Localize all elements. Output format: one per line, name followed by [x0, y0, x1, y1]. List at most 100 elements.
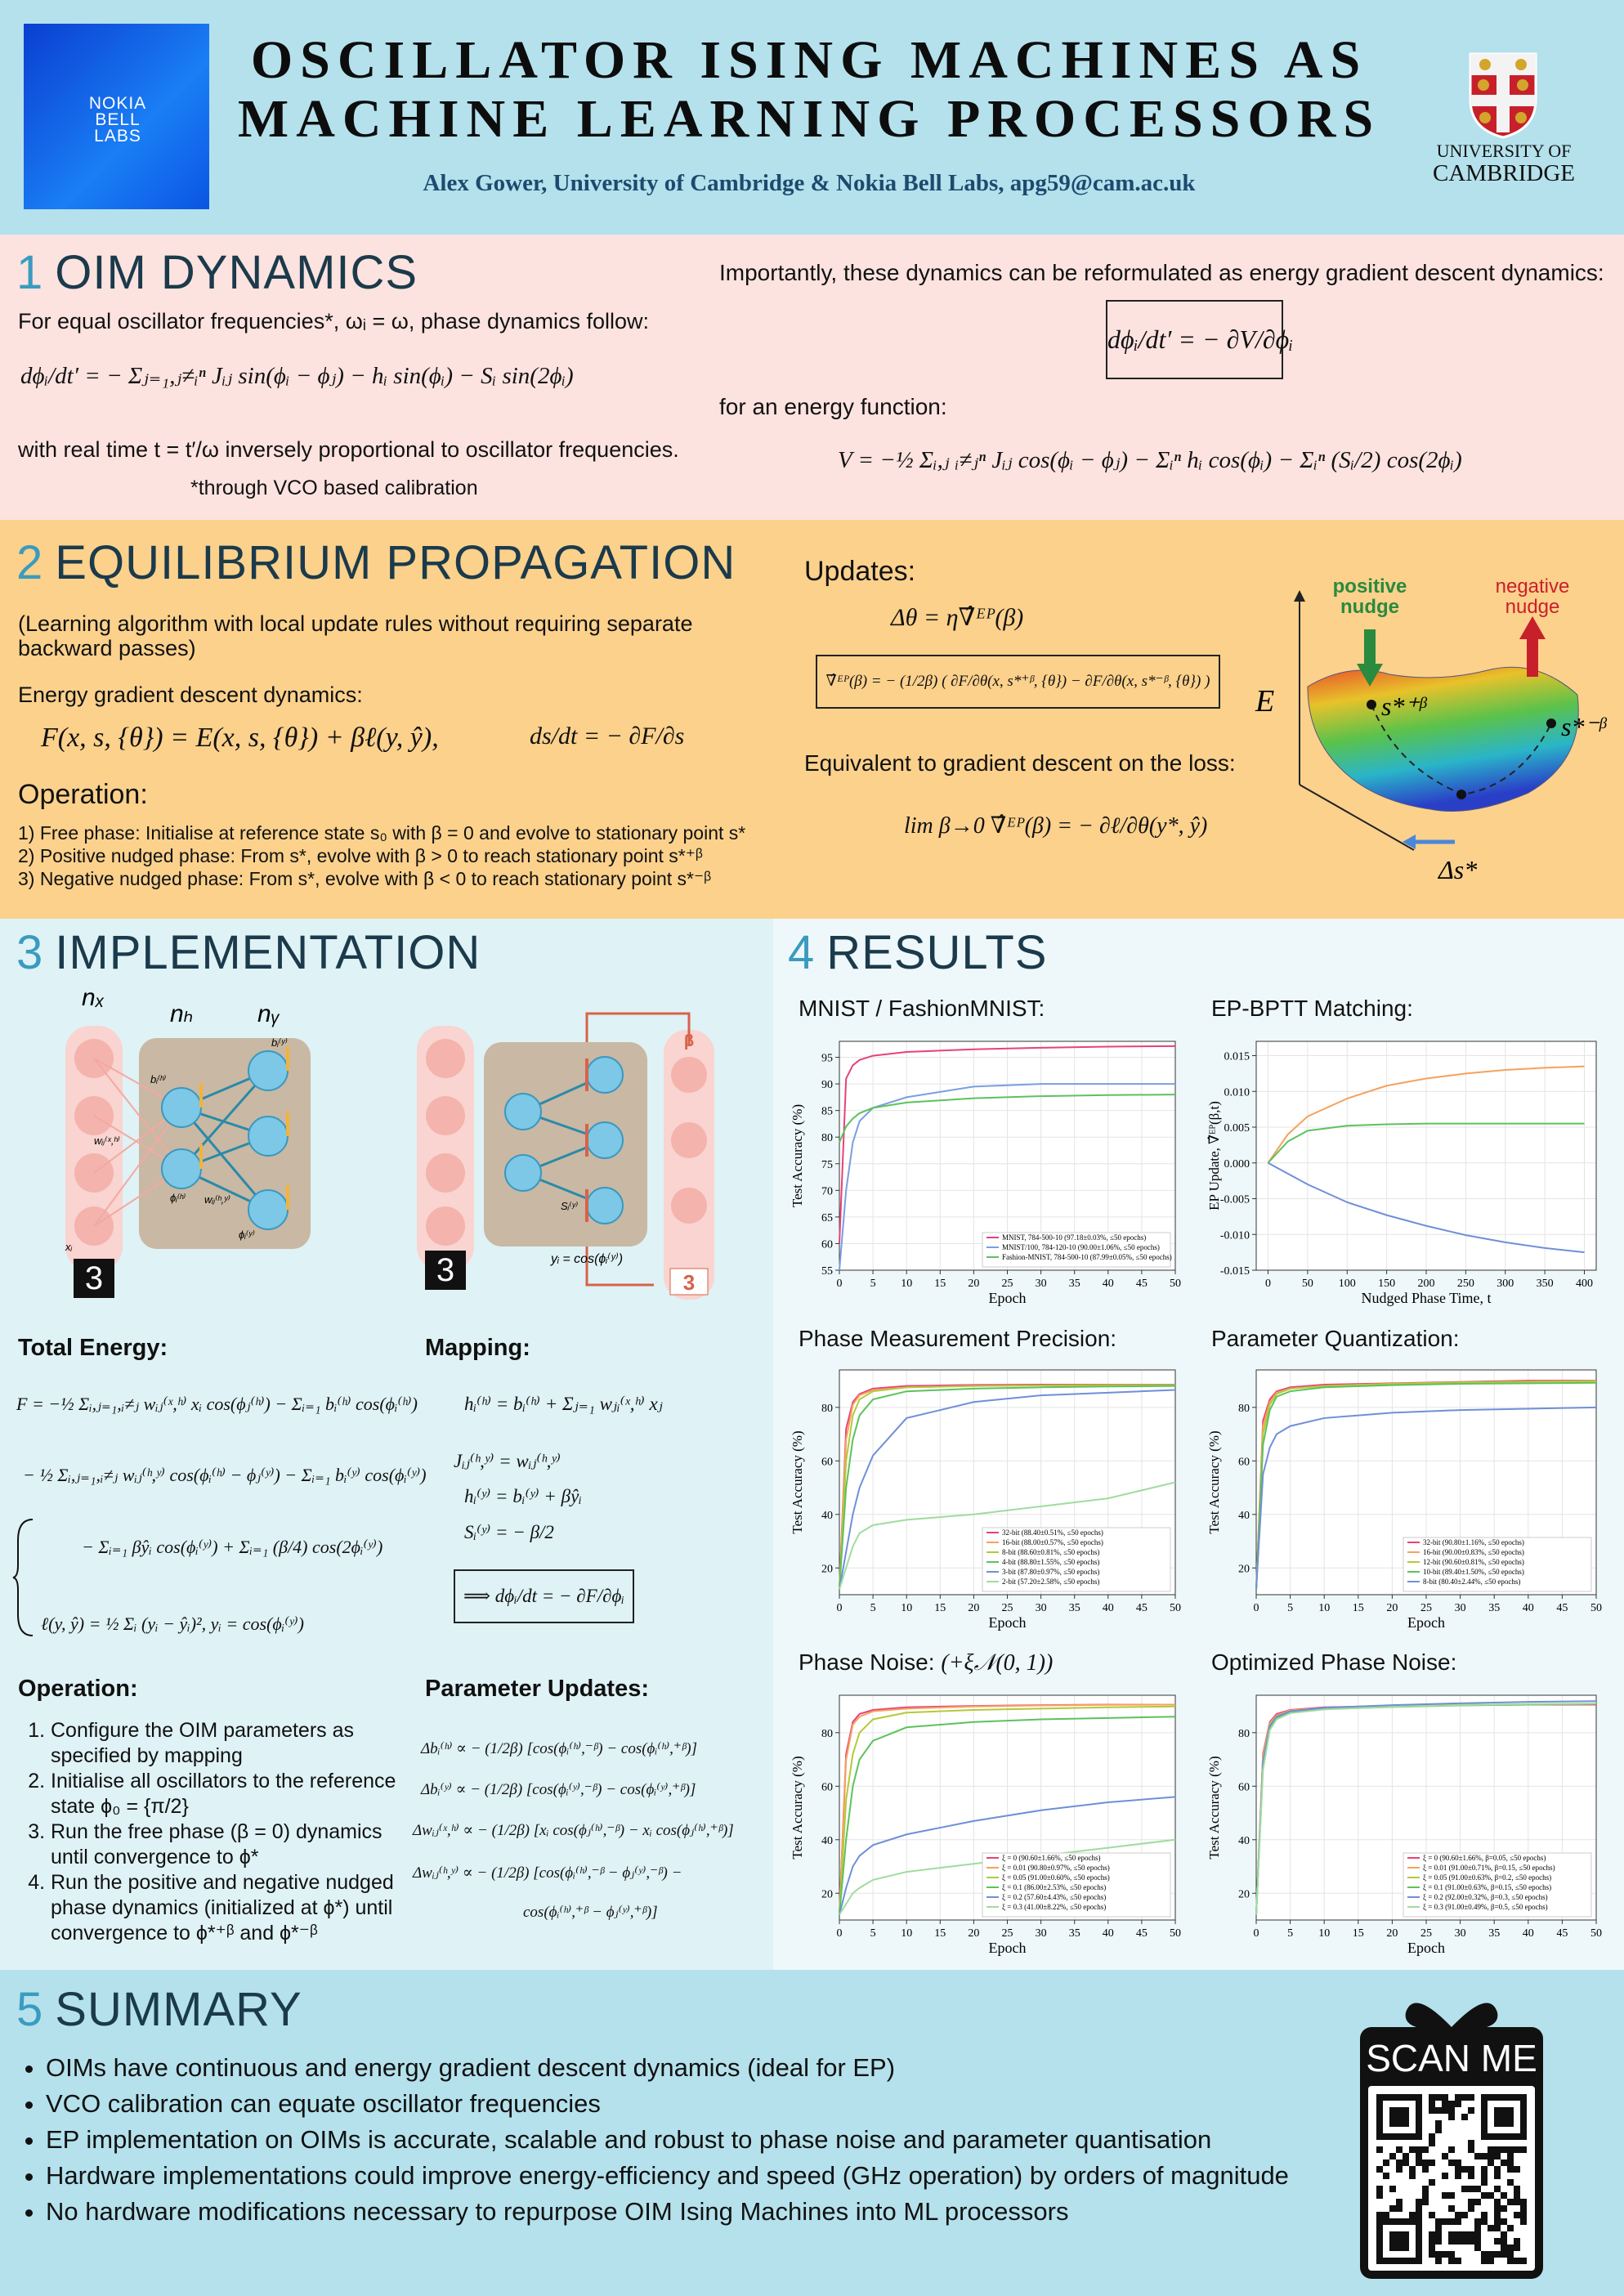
x-tick-label: 0 [1254, 1602, 1259, 1614]
qr-module [1429, 2101, 1435, 2107]
step: Configure the OIM parameters as specifie… [51, 1718, 410, 1769]
legend-label: ξ = 0.05 (91.00±0.60%, ≤50 epochs) [1002, 1873, 1110, 1882]
qr-module [1488, 2159, 1494, 2166]
qr-module [1442, 2107, 1448, 2114]
qr-module [1403, 2159, 1409, 2166]
legend-label: 10-bit (89.40±1.50%, ≤50 epochs) [1423, 1568, 1524, 1576]
y-tick-label: 85 [821, 1106, 833, 1118]
qr-module [1455, 2218, 1461, 2225]
equation: ℓ(y, ŷ) = ½ Σᵢ (yᵢ − ŷᵢ)², yᵢ = cos(ϕᵢ⁽ʸ… [41, 1613, 304, 1634]
bullet: No hardware modifications necessary to r… [46, 2194, 1337, 2230]
legend-label: ξ = 0.1 (86.00±2.53%, ≤50 epochs) [1002, 1883, 1106, 1891]
label: β [684, 1032, 694, 1050]
qr-module [1507, 2245, 1514, 2251]
y-tick-label: 60 [821, 1238, 833, 1251]
step: Run the free phase (β = 0) dynamics unti… [51, 1819, 410, 1870]
qr-module [1422, 2146, 1429, 2153]
x-tick-label: 0 [1265, 1278, 1271, 1290]
qr-module [1461, 2166, 1468, 2173]
chart-title: Parameter Quantization: [1211, 1326, 1460, 1351]
qr-module [1481, 2251, 1488, 2258]
x-tick-label: 20 [968, 1602, 979, 1614]
qr-module [1507, 2153, 1514, 2159]
qr-finder [1494, 2107, 1514, 2127]
y-tick-label: 20 [821, 1888, 833, 1900]
y-tick-label: 40 [821, 1835, 833, 1847]
label: nₕ [170, 1000, 194, 1027]
qr-module [1442, 2192, 1448, 2199]
qr-module [1416, 2212, 1422, 2218]
x-tick-label: 45 [1556, 1927, 1568, 1940]
y-tick-label: 80 [821, 1132, 833, 1144]
network-diagram: 3 nₓ nₕ nᵧ bᵢ⁽ʰ⁾ bᵢ⁽ʸ⁾ wᵢⱼ⁽ˣ,ʰ⁾ ϕᵢ⁽ʰ⁾ wᵢ… [65, 984, 714, 1300]
y-tick-label: 80 [821, 1728, 833, 1740]
qr-module [1396, 2159, 1403, 2166]
qr-module [1396, 2166, 1403, 2173]
bullet: EP implementation on OIMs is accurate, s… [46, 2122, 1337, 2158]
qr-module [1455, 2173, 1461, 2179]
label: s*⁺ᵝ [1381, 691, 1427, 721]
qr-module [1455, 2231, 1461, 2238]
subheading: Parameter Updates: [425, 1676, 649, 1702]
bullet: VCO calibration can equate oscillator fr… [46, 2086, 1337, 2122]
equation: dϕᵢ/dt′ = − Σⱼ₌₁,ⱼ≠ᵢⁿ Jᵢⱼ sin(ϕᵢ − ϕⱼ) −… [20, 363, 574, 389]
qr-module [1507, 2179, 1514, 2186]
qr-module [1455, 2166, 1461, 2173]
qr-module [1501, 2205, 1507, 2212]
equation: V = −½ Σᵢ,ⱼ ᵢ≠ⱼⁿ Jᵢⱼ cos(ϕᵢ − ϕⱼ) − Σᵢⁿ … [838, 447, 1462, 473]
x-tick-label: 25 [1420, 1602, 1432, 1614]
series-line [1255, 1703, 1597, 1915]
chart: 20 40 60 80 0 5 10 15 20 25 30 35 40 45 50 Epoch Test Ac… [790, 1369, 1181, 1631]
section-heading: OIM DYNAMICS [55, 246, 418, 299]
legend-label: Fashion-MNIST, 784-500-10 (87.99±0.05%, … [1002, 1253, 1172, 1261]
y-tick-label: 20 [1238, 1563, 1250, 1575]
qr-module [1468, 2140, 1474, 2146]
section-heading: RESULTS [826, 926, 1048, 979]
series-line [839, 1838, 1176, 1915]
legend-label: ξ = 0.05 (91.00±0.63%, β=0.2, ≤50 epochs… [1423, 1873, 1551, 1882]
equation: Δbᵢ⁽ʰ⁾ ∝ − (1/2β) [cos(ϕᵢ⁽ʰ⁾,⁻ᵝ) − cos(ϕ… [421, 1740, 698, 1757]
qr-module [1448, 2114, 1455, 2120]
qr-module [1461, 2094, 1468, 2101]
series-line [1268, 1161, 1585, 1254]
y-axis-label: EP Update, ∇̂ᴱᴾ(β,t) [1206, 1101, 1222, 1211]
qr-module [1429, 2159, 1435, 2166]
qr-module [1501, 2159, 1507, 2166]
x-tick-label: 45 [1136, 1278, 1148, 1290]
legend-label: ξ = 0.2 (92.00±0.32%, β=0.3, ≤50 epochs) [1423, 1893, 1548, 1901]
qr-module [1468, 2173, 1474, 2179]
qr-module [1468, 2166, 1474, 2173]
text: with real time t = t′/ω inversely propor… [18, 437, 679, 462]
x-tick-label: 150 [1378, 1278, 1395, 1290]
chart-title-text: Phase Noise: [799, 1649, 935, 1675]
qr-module [1416, 2146, 1422, 2153]
qr-module [1481, 2179, 1488, 2186]
label: negative [1496, 575, 1570, 597]
qr-module [1461, 2238, 1468, 2245]
legend-label: 32-bit (90.80±1.16%, ≤50 epochs) [1423, 1538, 1524, 1546]
equation: ds/dt = − ∂F/∂s [530, 723, 685, 750]
qr-module [1409, 2173, 1416, 2179]
legend [982, 1852, 1171, 1918]
qr-module [1448, 2231, 1455, 2238]
qr-module [1520, 2212, 1527, 2218]
footnote: *through VCO based calibration [190, 477, 478, 499]
legend-label: ξ = 0 (90.60±1.66%, ≤50 epochs) [1002, 1854, 1100, 1862]
qr-module [1389, 2186, 1396, 2192]
legend-label: 3-bit (87.80±0.97%, ≤50 epochs) [1002, 1568, 1099, 1576]
equation: Δbᵢ⁽ʸ⁾ ∝ − (1/2β) [cos(ϕᵢ⁽ʸ⁾,⁻ᵝ) − cos(ϕ… [421, 1781, 696, 1798]
x-tick-label: 35 [1069, 1927, 1080, 1940]
qr-module [1461, 2114, 1468, 2120]
chart: 20 40 60 80 0 5 10 15 20 25 30 35 40 45 50 Epoch Test Ac… [790, 1694, 1181, 1956]
qr-module [1448, 2146, 1455, 2153]
qr-module [1448, 2258, 1455, 2264]
section-number: 5 [16, 1983, 44, 2036]
qr-module [1422, 2192, 1429, 2199]
series-line [839, 1703, 1176, 1915]
bullet: OIMs have continuous and energy gradient… [46, 2050, 1337, 2086]
text: Importantly, these dynamics can be refor… [719, 260, 1604, 285]
logo-text: NOKIA [88, 94, 147, 113]
label: bᵢ⁽ʰ⁾ [150, 1073, 166, 1085]
qr-module [1416, 2205, 1422, 2212]
qr-module [1494, 2225, 1501, 2231]
